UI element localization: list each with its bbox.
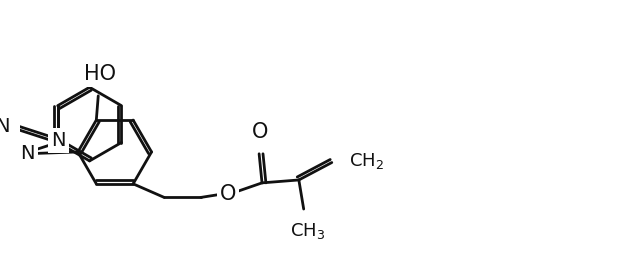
- Text: CH$_2$: CH$_2$: [349, 151, 384, 171]
- Text: HO: HO: [84, 64, 116, 84]
- Text: O: O: [252, 122, 268, 142]
- Text: N: N: [51, 131, 66, 150]
- Text: O: O: [220, 184, 236, 204]
- Text: N: N: [20, 144, 35, 163]
- Text: CH$_3$: CH$_3$: [290, 221, 325, 241]
- Text: N: N: [0, 117, 9, 136]
